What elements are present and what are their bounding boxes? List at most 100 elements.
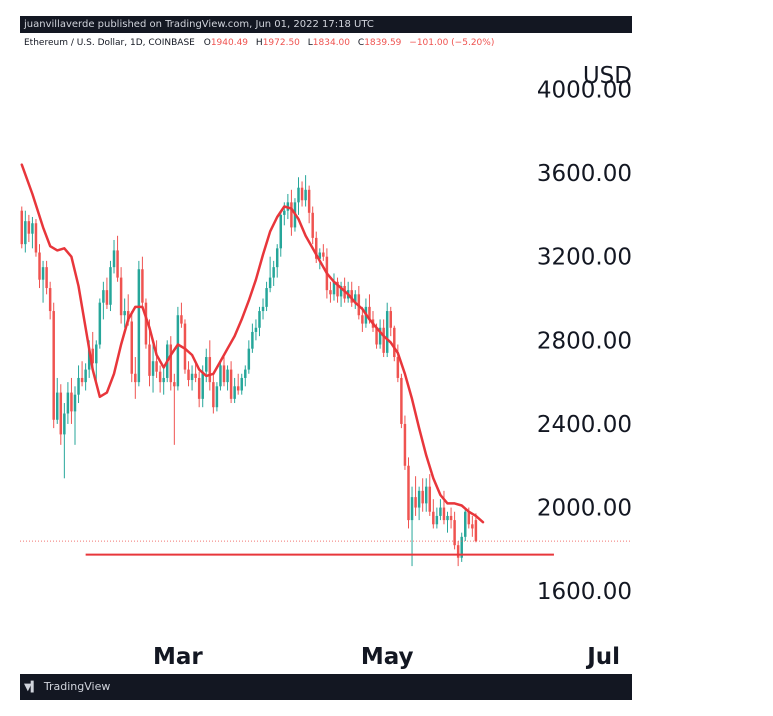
footer-bar: ▼▍ TradingView (20, 674, 632, 700)
candle-body (98, 302, 102, 345)
candle-body (417, 490, 421, 508)
candle (66, 382, 70, 424)
candle (130, 311, 133, 383)
candle-body (368, 306, 371, 320)
legend-close-label: C (358, 38, 364, 48)
candle-body (119, 277, 123, 316)
candle-body (180, 315, 183, 324)
candle-body (226, 369, 229, 383)
candle-body (155, 361, 158, 372)
candle (407, 457, 410, 529)
candle-body (141, 269, 144, 303)
candle (95, 340, 98, 383)
candle (400, 373, 403, 429)
candle (134, 357, 137, 399)
candle-body (222, 365, 226, 383)
candle-body (446, 515, 449, 521)
y-tick-label: 1600.00 (537, 579, 632, 605)
candle-body (464, 511, 467, 537)
chart-frame: juanvillaverde published on TradingView.… (20, 16, 632, 700)
candle (403, 415, 407, 470)
candle (176, 306, 180, 391)
x-tick-label: Mar (153, 644, 203, 670)
candle (417, 486, 421, 521)
candle-body (442, 507, 446, 521)
candle-body (361, 315, 364, 324)
ohlc-legend: Ethereum / U.S. Dollar, 1D, COINBASE O19… (24, 38, 494, 48)
price-chart[interactable]: 4000.00 3600.00 3200.00 2800.00 2400.00 2000.… (20, 33, 632, 674)
candle-body (123, 311, 126, 316)
axis-layer: 4000.00 3600.00 3200.00 2800.00 2400.00 2000.… (153, 77, 632, 670)
candle (41, 260, 45, 303)
candle (311, 206, 314, 245)
candle (244, 365, 247, 387)
candle (48, 281, 52, 320)
footer-brand: TradingView (43, 680, 111, 693)
candle-body (134, 373, 137, 383)
candle-body (410, 497, 414, 521)
candle (272, 260, 275, 286)
candle (439, 499, 442, 521)
candle-body (95, 344, 98, 364)
candle (442, 490, 446, 525)
candle-body (84, 369, 87, 383)
candle (421, 478, 424, 512)
candle-body (435, 515, 439, 525)
candle-body (385, 311, 389, 353)
candle-body (258, 311, 261, 328)
candle-body (20, 210, 24, 245)
y-tick-label: 2400.00 (537, 412, 632, 438)
candle (34, 219, 38, 257)
candle-body (183, 323, 187, 370)
candle-body (24, 221, 27, 245)
candle-body (304, 189, 307, 201)
candle-body (176, 315, 180, 387)
legend-open-label: O (204, 38, 211, 48)
candle-body (300, 187, 304, 201)
candle-body (126, 311, 130, 322)
moving-average-line (20, 163, 485, 524)
candle (212, 373, 215, 414)
candle-body (332, 281, 336, 295)
legend-symbol: Ethereum / U.S. Dollar, 1D, COINBASE (24, 38, 195, 48)
candle-body (322, 252, 325, 257)
candle (389, 306, 392, 337)
candle-body (215, 386, 219, 408)
candle-body (453, 520, 456, 546)
candle (59, 384, 63, 445)
candle (300, 181, 304, 207)
candle-body (87, 348, 91, 370)
candle (208, 340, 212, 391)
candle (229, 361, 233, 404)
x-tick-label: Jul (585, 644, 620, 670)
candle (190, 365, 194, 391)
candle (52, 302, 55, 429)
candle-body (456, 545, 460, 558)
candle (141, 256, 144, 309)
candle-body (336, 281, 339, 297)
candle-body (339, 285, 343, 297)
candle (109, 260, 112, 312)
moving-average-layer (20, 163, 485, 524)
candle-body (162, 377, 165, 383)
candle (251, 323, 254, 353)
candle-body (261, 306, 265, 312)
candle-body (212, 382, 215, 408)
candle-body (59, 392, 63, 435)
candle (446, 511, 449, 533)
candle-body (144, 302, 148, 345)
candle (197, 371, 201, 408)
candle-body (73, 394, 77, 412)
candle-body (80, 377, 84, 383)
candle-body (467, 511, 471, 525)
candle-body (219, 365, 222, 387)
candle (38, 244, 41, 289)
candle (304, 175, 307, 207)
candle (258, 306, 261, 337)
chart-area[interactable]: 4000.00 3600.00 3200.00 2800.00 2400.00 2000.… (20, 33, 632, 674)
legend-change: −101.00 (−5.20%) (409, 38, 494, 48)
legend-low-value: 1834.00 (313, 38, 350, 48)
candle (144, 298, 148, 349)
candle-body (233, 386, 236, 399)
legend-open-value: 1940.49 (211, 38, 248, 48)
